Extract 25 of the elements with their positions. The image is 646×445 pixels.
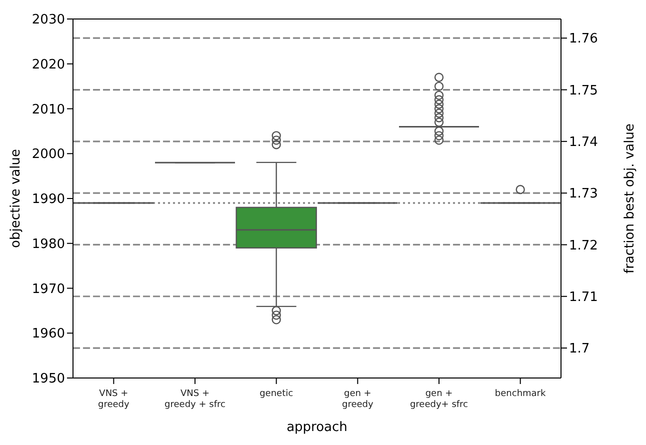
y-tick-label: 1980 — [32, 236, 65, 252]
x-tick-label: benchmark — [494, 389, 547, 399]
y2-tick-label: 1.75 — [569, 83, 598, 98]
y2-tick-label: 1.73 — [569, 186, 598, 202]
y2-tick-label: 1.7 — [569, 342, 590, 357]
y-tick-label: 2030 — [32, 12, 65, 28]
x-tick-label: VNS + greedy — [98, 389, 130, 410]
y-tick-label: 2000 — [32, 147, 65, 162]
y2-tick-label: 1.76 — [569, 32, 598, 47]
y2-tick-label: 1.71 — [569, 290, 598, 305]
x-tick-label: gen + greedy — [342, 389, 374, 410]
x-axis-title: approach — [286, 420, 348, 435]
x-tick-label: genetic — [260, 389, 294, 399]
y-tick-label: 1950 — [32, 372, 65, 387]
y-tick-label: 2010 — [32, 102, 65, 118]
y-tick-label: 1990 — [32, 192, 65, 208]
x-tick-label: gen + greedy+ sfrc — [410, 389, 468, 410]
y-tick-label: 1960 — [32, 326, 65, 342]
y-axis-title: objective value — [8, 148, 24, 248]
y2-tick-label: 1.74 — [569, 135, 598, 150]
y-tick-label: 2020 — [32, 57, 65, 72]
y2-axis-title: fraction best obj. value — [622, 124, 638, 274]
y2-tick-label: 1.72 — [569, 238, 598, 254]
x-tick-label: VNS + greedy + sfrc — [164, 389, 226, 410]
y-tick-label: 1970 — [32, 282, 65, 297]
